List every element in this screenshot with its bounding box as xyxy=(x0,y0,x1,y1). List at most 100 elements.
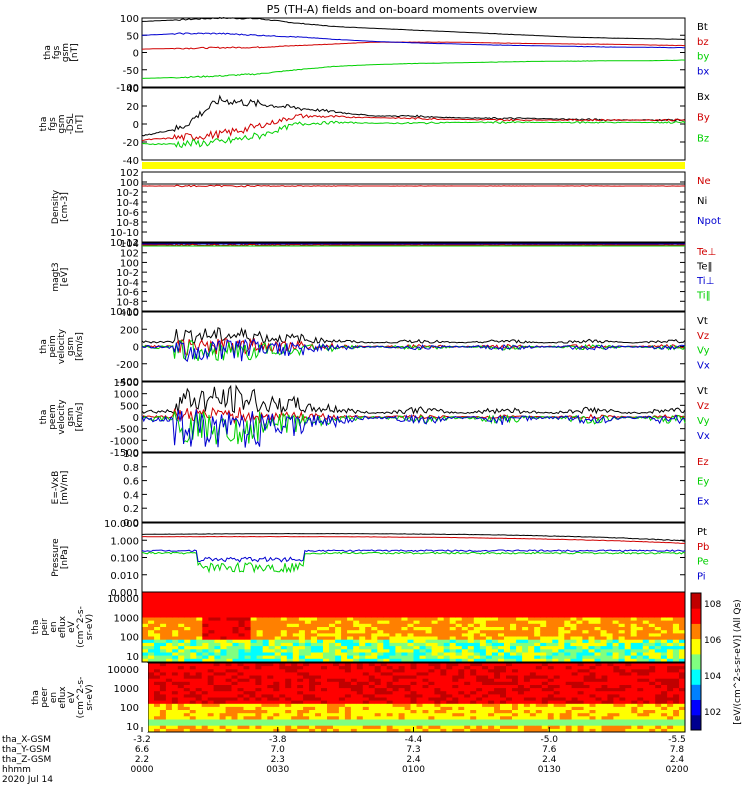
legend-temperature-Te⊥: Te⊥ xyxy=(696,247,716,258)
heatmap-cell-peir xyxy=(220,620,227,625)
heatmap-cell-peir xyxy=(268,658,276,663)
heatmap-cell-peir xyxy=(443,607,451,612)
heatmap-cell-peer xyxy=(338,703,346,708)
heatmap-cell-peir xyxy=(510,604,517,609)
heatmap-cell-peer xyxy=(488,713,495,717)
heatmap-cell-peir xyxy=(401,611,408,615)
heatmap-cell-peer xyxy=(476,675,483,680)
heatmap-cell-peer xyxy=(154,722,161,727)
heatmap-cell-peer xyxy=(148,672,155,676)
heatmap-cell-peir xyxy=(190,655,197,660)
heatmap-cell-peir xyxy=(666,652,674,657)
heatmap-cell-peir xyxy=(298,601,306,606)
heatmap-cell-peer xyxy=(559,663,567,667)
heatmap-cell-peer xyxy=(517,681,525,686)
heatmap-cell-peer xyxy=(374,716,382,720)
heatmap-cell-peir xyxy=(534,595,541,599)
heatmap-cell-peer xyxy=(243,691,250,695)
heatmap-cell-peir xyxy=(238,620,245,625)
heatmap-cell-peer xyxy=(338,710,346,714)
heatmap-cell-peir xyxy=(582,658,589,663)
heatmap-cell-peer xyxy=(344,691,352,695)
heatmap-cell-peir xyxy=(214,611,221,615)
heatmap-cell-peir xyxy=(443,646,451,650)
heatmap-cell-peer xyxy=(565,719,573,724)
heatmap-cell-peir xyxy=(552,636,559,641)
heatmap-cell-peir xyxy=(612,611,620,615)
heatmap-cell-peir xyxy=(672,623,680,628)
heatmap-cell-peer xyxy=(464,666,471,670)
heatmap-cell-peer xyxy=(595,663,602,667)
xaxis-row-label: tha_Y-GSM xyxy=(2,745,50,755)
heatmap-cell-peer xyxy=(344,681,352,686)
heatmap-cell-peir xyxy=(304,627,312,631)
heatmap-cell-peer xyxy=(428,713,435,717)
heatmap-cell-peir xyxy=(232,642,239,647)
heatmap-cell-peer xyxy=(416,669,423,673)
heatmap-cell-peir xyxy=(654,601,662,606)
heatmap-cell-peir xyxy=(256,630,264,634)
heatmap-cell-peer xyxy=(512,716,519,720)
heatmap-cell-peir xyxy=(546,642,553,647)
heatmap-cell-peer xyxy=(249,710,256,714)
heatmap-cell-peir xyxy=(389,652,396,657)
heatmap-cell-peer xyxy=(667,722,674,727)
heatmap-cell-peir xyxy=(672,649,680,653)
heatmap-cell-peir xyxy=(202,627,209,631)
ytick-label-fgs: 0 xyxy=(133,49,139,60)
heatmap-cell-peir xyxy=(347,646,354,650)
heatmap-cell-peir xyxy=(377,598,384,603)
heatmap-cell-peir xyxy=(455,649,463,653)
heatmap-cell-peer xyxy=(476,672,483,676)
heatmap-cell-peir xyxy=(504,598,511,603)
heatmap-cell-peir xyxy=(642,620,650,625)
heatmap-cell-peir xyxy=(570,607,577,612)
heatmap-cell-peer xyxy=(189,669,197,673)
heatmap-cell-peir xyxy=(522,627,529,631)
heatmap-cell-peer xyxy=(607,697,614,702)
heatmap-cell-peer xyxy=(261,691,268,695)
ytick-label-fgs: -100 xyxy=(116,83,139,94)
heatmap-cell-peir xyxy=(250,620,258,625)
heatmap-cell-peer xyxy=(404,710,412,714)
heatmap-cell-peir xyxy=(341,592,348,596)
heatmap-cell-peer xyxy=(148,706,155,711)
heatmap-cell-peer xyxy=(553,716,561,720)
heatmap-cell-peir xyxy=(238,646,245,650)
ytick-label-temperature: 10-2 xyxy=(116,268,139,279)
heatmap-cell-peir xyxy=(256,649,264,653)
heatmap-cell-peir xyxy=(274,607,282,612)
heatmap-cell-peer xyxy=(583,706,591,711)
heatmap-cell-peir xyxy=(479,658,487,663)
heatmap-cell-peer xyxy=(338,694,346,698)
heatmap-cell-peer xyxy=(523,697,531,702)
heatmap-cell-peir xyxy=(516,642,523,647)
heatmap-cell-peir xyxy=(534,623,541,628)
heatmap-cell-peer xyxy=(428,716,435,720)
heatmap-cell-peir xyxy=(142,611,149,615)
heatmap-cell-peir xyxy=(564,639,571,644)
heatmap-cell-peer xyxy=(273,685,280,689)
heatmap-cell-peer xyxy=(619,675,626,680)
heatmap-cell-peer xyxy=(589,697,596,702)
heatmap-cell-peir xyxy=(473,623,481,628)
heatmap-cell-peir xyxy=(654,658,662,663)
heatmap-cell-peir xyxy=(323,595,330,599)
heatmap-cell-peer xyxy=(589,725,596,730)
heatmap-cell-peir xyxy=(359,611,366,615)
heatmap-cell-peer xyxy=(231,716,238,720)
heatmap-cell-peir xyxy=(359,604,366,609)
heatmap-cell-peir xyxy=(612,639,620,644)
heatmap-cell-peer xyxy=(547,691,555,695)
heatmap-cell-peer xyxy=(601,706,608,711)
heatmap-cell-peer xyxy=(213,728,221,733)
heatmap-cell-peer xyxy=(261,681,268,686)
heatmap-cell-peir xyxy=(672,642,680,647)
panel-frame-efield xyxy=(141,452,686,523)
heatmap-cell-peer xyxy=(601,703,608,708)
heatmap-cell-peir xyxy=(317,636,324,641)
heatmap-cell-peir xyxy=(431,642,439,647)
heatmap-cell-peer xyxy=(368,678,376,683)
heatmap-cell-peer xyxy=(500,700,507,705)
heatmap-cell-peer xyxy=(535,675,543,680)
